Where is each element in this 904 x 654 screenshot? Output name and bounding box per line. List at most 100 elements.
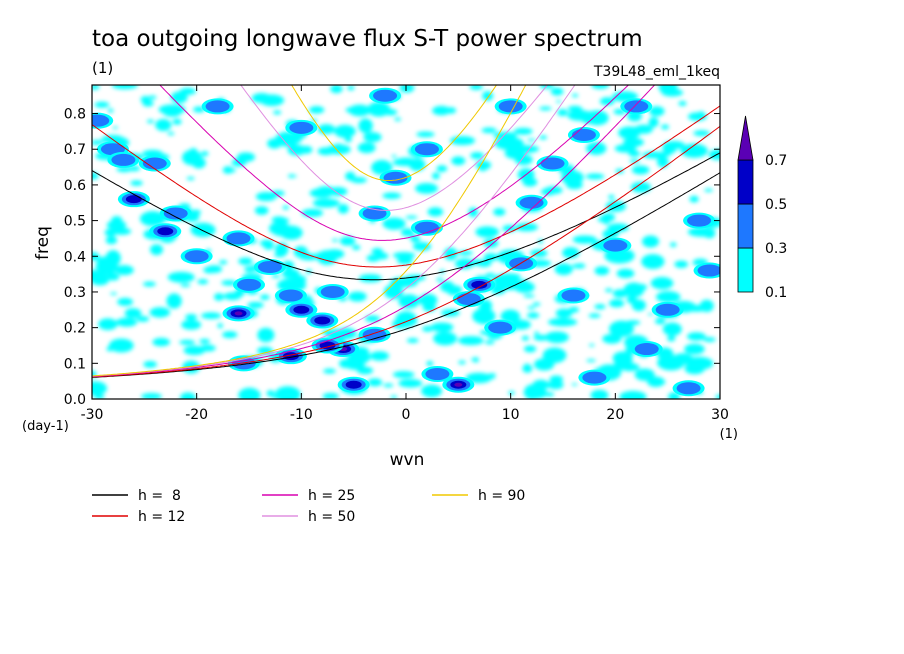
speckle: [527, 138, 536, 142]
speckle: [334, 124, 356, 138]
speckle: [339, 236, 356, 246]
speckle: [392, 371, 415, 379]
speckle: [572, 263, 586, 269]
y-axis: 0.0 0.1 0.2 0.3 0.4 0.5 0.6 0.7 0.8: [64, 107, 720, 408]
speckle: [152, 337, 171, 347]
speckle: [590, 389, 609, 399]
power-blob-9-level-3: [234, 311, 243, 316]
speckle: [98, 318, 118, 331]
speckle: [322, 392, 339, 399]
speckle: [485, 272, 495, 278]
speckle: [162, 107, 182, 117]
speckle: [663, 140, 685, 150]
speckle: [382, 192, 402, 199]
y-tick-label: 0.3: [64, 285, 86, 301]
power-blob-3-level-2: [125, 195, 142, 204]
speckle: [550, 87, 564, 96]
speckle: [687, 332, 706, 341]
speckle: [167, 131, 175, 136]
y-tick-label: 0.8: [64, 107, 86, 123]
x-tick-label: 20: [606, 407, 624, 423]
speckle: [394, 117, 402, 122]
power-blob-44-level-1: [373, 89, 398, 102]
speckle: [199, 338, 211, 344]
speckle: [594, 266, 610, 276]
speckle: [301, 208, 324, 218]
speckle: [588, 343, 595, 347]
y-tick-label: 0.0: [64, 392, 86, 408]
speckle: [326, 255, 338, 262]
speckle: [221, 280, 237, 286]
speckle: [655, 291, 681, 303]
speckle: [170, 91, 188, 104]
power-blob-33-level-1: [561, 289, 586, 302]
speckle: [541, 188, 556, 196]
speckle: [205, 265, 223, 274]
speckle: [431, 172, 440, 180]
speckle: [213, 293, 225, 301]
speckle: [105, 236, 118, 245]
legend-label-1: h = 12: [138, 509, 185, 525]
speckle: [699, 299, 714, 313]
speckle: [628, 150, 641, 157]
speckle: [415, 183, 438, 194]
y-axis-label: freq: [33, 226, 53, 260]
speckle: [430, 322, 454, 332]
speckle: [631, 165, 650, 175]
speckle: [309, 191, 320, 196]
speckle: [514, 145, 540, 153]
speckle: [470, 152, 484, 160]
speckle: [619, 363, 627, 369]
speckle: [345, 360, 365, 370]
speckle: [562, 247, 580, 259]
speckle: [421, 384, 443, 398]
speckle: [547, 380, 564, 390]
speckle: [136, 316, 150, 322]
speckle: [94, 101, 110, 108]
speckle: [547, 318, 578, 327]
speckle: [281, 268, 300, 279]
colorbar-segment-0: [737, 247, 754, 293]
speckle: [112, 126, 118, 130]
speckle: [222, 331, 238, 339]
speckle: [299, 253, 319, 261]
speckle: [287, 144, 307, 156]
speckle: [274, 386, 301, 399]
speckle: [567, 109, 593, 121]
speckle: [257, 327, 275, 343]
speckle: [608, 194, 615, 200]
speckle: [487, 373, 497, 376]
power-blob-25-level-1: [425, 368, 450, 381]
colorbar-extend-arrow: [737, 115, 754, 161]
power-field: [92, 85, 720, 399]
speckle: [143, 360, 158, 368]
power-blob-2-level-1: [111, 153, 136, 166]
speckle: [599, 97, 615, 106]
power-blob-24-level-1: [414, 221, 439, 234]
speckle: [436, 165, 448, 172]
speckle: [443, 247, 458, 261]
speckle: [451, 156, 466, 166]
power-blob-20-level-2: [345, 380, 362, 389]
speckle: [290, 137, 302, 143]
speckle: [615, 168, 624, 174]
speckle: [493, 208, 506, 216]
x-tick-label: 0: [402, 407, 411, 423]
curve-ig-1: [92, 105, 720, 268]
speckle: [545, 331, 569, 344]
speckle: [358, 118, 373, 134]
speckle: [398, 294, 420, 309]
speckle: [363, 132, 382, 143]
speckle: [510, 280, 523, 287]
speckle: [484, 340, 495, 345]
speckle: [148, 95, 157, 100]
power-blob-45-level-1: [498, 100, 523, 113]
speckle: [238, 387, 261, 399]
speckle: [142, 149, 164, 158]
power-blob-27-level-1: [456, 293, 481, 306]
speckle: [345, 171, 356, 181]
speckle: [480, 320, 489, 325]
speckle: [397, 257, 413, 265]
speckle: [172, 118, 182, 125]
speckle: [416, 244, 425, 251]
